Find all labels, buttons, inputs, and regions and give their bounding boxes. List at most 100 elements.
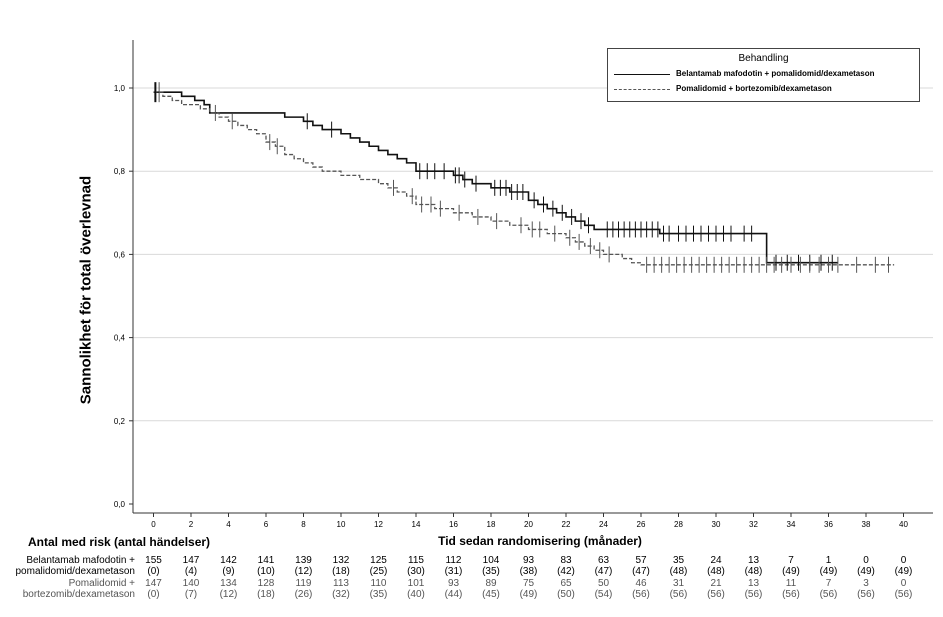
- risk-cell-pomalidomid-at-risk: 21: [710, 578, 722, 589]
- x-tick-label-11: 22: [562, 520, 571, 529]
- x-tick-label-14: 28: [674, 520, 683, 529]
- risk-cell-pomalidomid-events: (56): [744, 589, 763, 600]
- risk-cell-belantamab-events: (12): [294, 566, 313, 577]
- risk-cell-pomalidomid-events: (44): [444, 589, 463, 600]
- x-tick-label-13: 26: [637, 520, 646, 529]
- axes: [132, 40, 933, 514]
- risk-cell-pomalidomid-at-risk: 75: [522, 578, 535, 589]
- risk-cell-pomalidomid-at-risk: 3: [863, 578, 869, 589]
- risk-cell-pomalidomid-events: (56): [819, 589, 838, 600]
- risk-cell-belantamab-events: (49): [857, 566, 875, 577]
- x-tick-label-19: 38: [862, 520, 871, 529]
- risk-cell-pomalidomid-events: (50): [557, 589, 575, 600]
- risk-cell-pomalidomid-at-risk: 147: [145, 578, 162, 589]
- risk-cell-belantamab-at-risk: 13: [747, 555, 760, 566]
- risk-cell-pomalidomid-events: (32): [332, 589, 350, 600]
- risk-cell-belantamab-at-risk: 93: [522, 555, 535, 566]
- risk-cell-pomalidomid-events: (18): [257, 589, 275, 600]
- risk-cell-pomalidomid-at-risk: 65: [560, 578, 572, 589]
- risk-cell-belantamab-at-risk: 104: [482, 555, 500, 566]
- x-tick-label-3: 6: [264, 520, 269, 529]
- risk-cell-belantamab-events: (9): [222, 566, 235, 577]
- risk-cell-pomalidomid-at-risk: 119: [295, 578, 312, 589]
- risk-cell-pomalidomid-events: (26): [294, 589, 313, 600]
- risk-cell-belantamab-at-risk: 141: [257, 555, 275, 566]
- x-axis-ticks: 0 2 4 6 8 10 12 14 16 18 20 22 24 26 28 30 32 34 36 38 40: [151, 513, 908, 529]
- risk-cell-belantamab-at-risk: 132: [332, 555, 350, 566]
- risk-cell-belantamab-at-risk: 142: [220, 555, 237, 566]
- risk-cell-pomalidomid-events: (56): [669, 589, 688, 600]
- survival-curve-series-0: [153, 91, 838, 264]
- risk-cell-belantamab-events: (31): [444, 566, 463, 577]
- x-tick-label-6: 12: [374, 520, 383, 529]
- risk-cell-pomalidomid-events: (40): [407, 589, 425, 600]
- risk-cell-pomalidomid-at-risk: 134: [220, 578, 237, 589]
- risk-cell-belantamab-at-risk: 0: [900, 555, 907, 566]
- y-tick-label-2: 0,4: [114, 334, 126, 343]
- x-tick-label-4: 8: [301, 520, 306, 529]
- risk-cell-belantamab-events: (38): [519, 566, 538, 577]
- x-tick-label-9: 18: [487, 520, 496, 529]
- risk-row-label-line1: Belantamab mafodotin +: [26, 555, 135, 566]
- risk-table-title: Antal med risk (antal händelser): [28, 535, 211, 549]
- risk-row-label-line2: pomalidomid/dexametason: [15, 566, 135, 577]
- risk-cell-belantamab-events: (0): [147, 566, 160, 577]
- risk-cell-belantamab-at-risk: 7: [788, 555, 794, 566]
- risk-cell-belantamab-events: (30): [407, 566, 425, 577]
- risk-cell-belantamab-at-risk: 115: [408, 555, 424, 566]
- y-axis-label: Sannolikhet för total överlevnad: [77, 175, 95, 405]
- plot-area: [133, 40, 933, 513]
- risk-cell-belantamab-at-risk: 139: [295, 555, 312, 566]
- risk-cell-pomalidomid-at-risk: 140: [182, 578, 200, 589]
- risk-cell-belantamab-events: (48): [744, 566, 763, 577]
- y-axis-ticks: 0,0 0,2 0,4 0,6 0,8 1,0: [114, 84, 133, 509]
- risk-cell-pomalidomid-events: (0): [147, 589, 160, 600]
- y-tick-label-4: 0,8: [114, 167, 126, 176]
- risk-row-label-pomalidomid: Pomalidomid + bortezomib/dexametason: [23, 578, 135, 600]
- risk-cell-pomalidomid-events: (56): [857, 589, 875, 600]
- risk-cell-pomalidomid-events: (49): [519, 589, 538, 600]
- risk-cell-pomalidomid-at-risk: 50: [597, 578, 610, 589]
- risk-cell-belantamab-events: (42): [557, 566, 575, 577]
- legend-label-belantamab: Belantamab mafodotin + pomalidomid/dexam…: [676, 69, 875, 78]
- y-tick-label-1: 0,2: [114, 417, 126, 426]
- x-axis-label: Tid sedan randomisering (månader): [438, 534, 642, 548]
- risk-cell-pomalidomid-events: (35): [369, 589, 388, 600]
- risk-cell-belantamab-events: (48): [707, 566, 725, 577]
- risk-cell-pomalidomid-at-risk: 46: [635, 578, 647, 589]
- risk-cell-belantamab-at-risk: 155: [145, 555, 162, 566]
- risk-cell-belantamab-at-risk: 112: [445, 555, 462, 566]
- risk-cell-pomalidomid-at-risk: 93: [447, 578, 460, 589]
- risk-cell-pomalidomid-events: (54): [594, 589, 613, 600]
- x-tick-label-18: 36: [824, 520, 833, 529]
- legend-swatch-dashed: [614, 89, 670, 90]
- x-tick-label-5: 10: [337, 520, 346, 529]
- risk-cell-pomalidomid-at-risk: 11: [785, 578, 797, 589]
- risk-cell-belantamab-events: (25): [369, 566, 388, 577]
- risk-cell-pomalidomid-at-risk: 0: [900, 578, 907, 589]
- x-tick-label-15: 30: [712, 520, 721, 529]
- x-tick-label-7: 14: [412, 520, 421, 529]
- risk-cell-pomalidomid-events: (56): [632, 589, 650, 600]
- risk-cell-pomalidomid-at-risk: 7: [825, 578, 832, 589]
- risk-cell-pomalidomid-at-risk: 89: [485, 578, 497, 589]
- risk-cell-belantamab-at-risk: 63: [597, 555, 610, 566]
- risk-cell-pomalidomid-at-risk: 113: [333, 578, 349, 589]
- risk-cell-belantamab-events: (35): [482, 566, 500, 577]
- risk-cell-belantamab-events: (47): [594, 566, 613, 577]
- x-tick-label-8: 16: [449, 520, 458, 529]
- risk-cell-pomalidomid-events: (56): [782, 589, 800, 600]
- risk-cell-pomalidomid-at-risk: 101: [407, 578, 425, 589]
- risk-cell-pomalidomid-events: (56): [894, 589, 913, 600]
- x-tick-label-20: 40: [899, 520, 908, 529]
- risk-cell-belantamab-events: (47): [632, 566, 650, 577]
- risk-cell-belantamab-at-risk: 83: [560, 555, 572, 566]
- x-tick-label-1: 2: [189, 520, 194, 529]
- survival-curve-series-1: [153, 91, 895, 266]
- x-tick-label-10: 20: [524, 520, 533, 529]
- risk-cell-pomalidomid-at-risk: 128: [257, 578, 275, 589]
- legend-swatch-solid: [614, 74, 670, 75]
- risk-cell-pomalidomid-events: (56): [707, 589, 725, 600]
- risk-cell-belantamab-at-risk: 24: [710, 555, 722, 566]
